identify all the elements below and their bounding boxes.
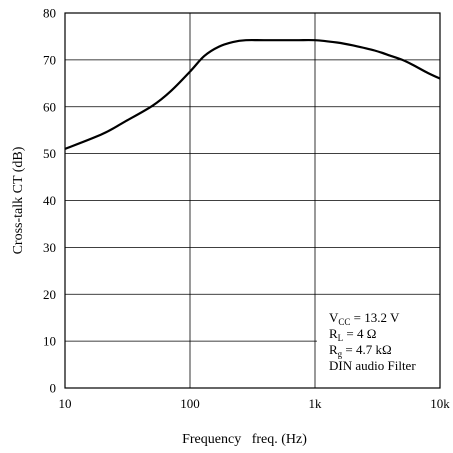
x-tick-label: 1k	[309, 396, 323, 411]
y-tick-label: 70	[43, 52, 56, 67]
annotation-main: R	[329, 326, 338, 341]
y-tick-label: 50	[43, 146, 56, 161]
y-tick-label: 30	[43, 240, 56, 255]
curve-layer	[65, 40, 440, 149]
annotation-main: R	[329, 342, 338, 357]
annotation-value: = 13.2 V	[350, 310, 400, 325]
y-tick-label: 20	[43, 287, 56, 302]
series-line-0	[65, 40, 440, 149]
y-tick-label: 0	[50, 381, 57, 396]
x-tick-label: 100	[180, 396, 200, 411]
annotation-line: RL = 4 Ω	[329, 326, 376, 343]
x-tick-label: 10k	[430, 396, 450, 411]
annotation-value: = 4 Ω	[343, 326, 376, 341]
annotation-main: DIN audio Filter	[329, 358, 416, 373]
x-axis-label: Frequency freq. (Hz)	[182, 432, 307, 447]
annotation-value: = 4.7 kΩ	[342, 342, 392, 357]
y-tick-label: 10	[43, 334, 56, 349]
y-tick-label: 40	[43, 193, 56, 208]
annotation-line: DIN audio Filter	[329, 358, 416, 373]
x-tick-label: 10	[59, 396, 72, 411]
y-tick-label: 80	[43, 6, 56, 21]
y-tick-label: 60	[43, 99, 56, 114]
y-axis-label: Cross-talk CT (dB)	[11, 146, 26, 254]
